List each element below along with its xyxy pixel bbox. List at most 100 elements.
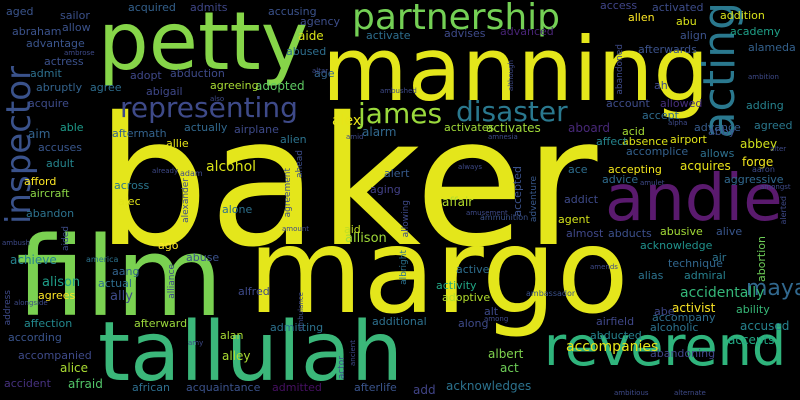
word-amulet: amulet xyxy=(640,179,665,187)
word-abusive: abusive xyxy=(660,225,703,238)
word-afraid: afraid xyxy=(68,377,103,391)
word-account: account xyxy=(606,97,650,110)
word-afford: afford xyxy=(24,175,57,188)
word-actor: actor xyxy=(337,356,347,380)
word-amid: amid xyxy=(346,133,364,141)
word-accept: accept xyxy=(642,109,679,122)
word-achieve: achieve xyxy=(10,253,57,267)
word-address: address xyxy=(3,290,13,326)
word-agency: agency xyxy=(300,15,341,28)
word-almost: almost xyxy=(566,227,604,240)
word-allow: allow xyxy=(62,21,91,34)
word-admitted: admitted xyxy=(272,381,322,394)
word-activates: activates xyxy=(486,121,541,135)
word-age: age xyxy=(314,67,335,80)
word-accompanied: accompanied xyxy=(18,349,92,362)
word-amount: amount xyxy=(282,225,310,233)
word-act: act xyxy=(500,361,519,375)
word-aggressive: aggressive xyxy=(724,173,784,186)
word-alfred: alfred xyxy=(238,285,270,298)
word-allen: allen xyxy=(628,11,655,24)
word-ancient: ancient xyxy=(349,340,357,367)
word-afterwards: afterwards xyxy=(638,43,697,56)
word-alt: alt xyxy=(484,305,499,318)
word-admiral: admiral xyxy=(684,269,726,282)
word-air: air xyxy=(712,251,727,264)
word-afterward: afterward xyxy=(134,317,188,330)
word-admitting: admitting xyxy=(270,321,324,334)
word-albright: albright xyxy=(399,250,409,285)
word-alive: alive xyxy=(716,225,743,238)
word-ago: ago xyxy=(158,239,179,252)
word-acting: acting xyxy=(694,2,745,139)
word-acid: acid xyxy=(622,125,645,138)
word-accepted: accepted xyxy=(511,166,524,217)
word-baker: baker xyxy=(96,79,598,286)
word-african: african xyxy=(132,381,170,394)
word-adult: adult xyxy=(46,157,75,170)
word-sailor: sailor xyxy=(60,9,90,22)
word-accomplice: accomplice xyxy=(626,145,689,158)
word-adoptive: adoptive xyxy=(442,291,491,304)
word-representing: representing xyxy=(120,91,298,124)
word-accepts: accepts xyxy=(728,333,775,347)
word-alert: alert xyxy=(384,167,410,180)
word-activist: activist xyxy=(672,301,716,315)
word-admit: admit xyxy=(30,67,62,80)
word-abruptly: abruptly xyxy=(36,81,83,94)
word-ambassador: ambassador xyxy=(526,289,576,298)
word-aide: aide xyxy=(298,29,324,43)
word-inspector: inspector xyxy=(0,66,39,225)
word-acquired: acquired xyxy=(128,1,176,14)
word-tallulah: tallulah xyxy=(98,305,403,400)
word-acknowledges: acknowledges xyxy=(446,379,532,393)
word-aging: aging xyxy=(370,183,401,196)
word-addict: addict xyxy=(564,193,599,206)
word-ambitious: ambitious xyxy=(614,389,649,397)
word-film: film xyxy=(16,213,224,341)
word-adopt: adopt xyxy=(130,69,162,82)
word-accident: accident xyxy=(4,377,51,390)
word-actually: actually xyxy=(184,121,228,134)
word-james: james xyxy=(358,97,443,130)
word-ace: ace xyxy=(568,163,588,176)
word-airplane: airplane xyxy=(234,123,279,136)
word-align: align xyxy=(680,29,707,42)
word-alley: alley xyxy=(222,349,251,363)
word-affection: affection xyxy=(24,317,73,330)
word-alarm: alarm xyxy=(362,125,397,139)
word-abandoned: abandoned xyxy=(615,44,625,95)
word-ambush: ambush xyxy=(2,239,31,247)
word-abu: abu xyxy=(676,15,697,28)
word-aided: aided xyxy=(61,226,71,251)
word-active: active xyxy=(456,263,490,276)
word-adventure: adventure xyxy=(529,176,539,223)
word-alternate: alternate xyxy=(674,389,706,397)
word-admits: admits xyxy=(190,1,228,14)
word-activates-2: activates xyxy=(444,121,495,134)
word-aged: aged xyxy=(6,5,34,18)
word-additional: additional xyxy=(372,315,427,328)
word-advises: advises xyxy=(444,27,486,40)
word-abuse: abuse xyxy=(186,251,220,264)
word-alexander: alexander xyxy=(181,178,191,223)
word-aftermath: aftermath xyxy=(112,127,167,140)
word-afterlife: afterlife xyxy=(354,381,397,394)
word-forge: forge xyxy=(742,155,774,169)
word-add: add xyxy=(413,383,436,397)
word-abraham: abraham xyxy=(12,25,62,38)
word-acquire: acquire xyxy=(28,97,69,110)
word-adam: adam xyxy=(180,169,203,178)
word-advance: advance xyxy=(694,121,741,134)
word-alias: alias xyxy=(638,269,664,282)
word-alien: alien xyxy=(280,133,307,146)
word-ally: ally xyxy=(110,289,133,304)
word-advanced: advanced xyxy=(500,25,554,38)
word-alice: alice xyxy=(60,361,89,375)
word-advice: advice xyxy=(602,173,639,186)
word-amusement: amusement xyxy=(466,209,508,217)
word-alone: alone xyxy=(222,203,253,216)
word-adding: adding xyxy=(746,99,784,112)
word-acknowledge: acknowledge xyxy=(640,239,713,252)
